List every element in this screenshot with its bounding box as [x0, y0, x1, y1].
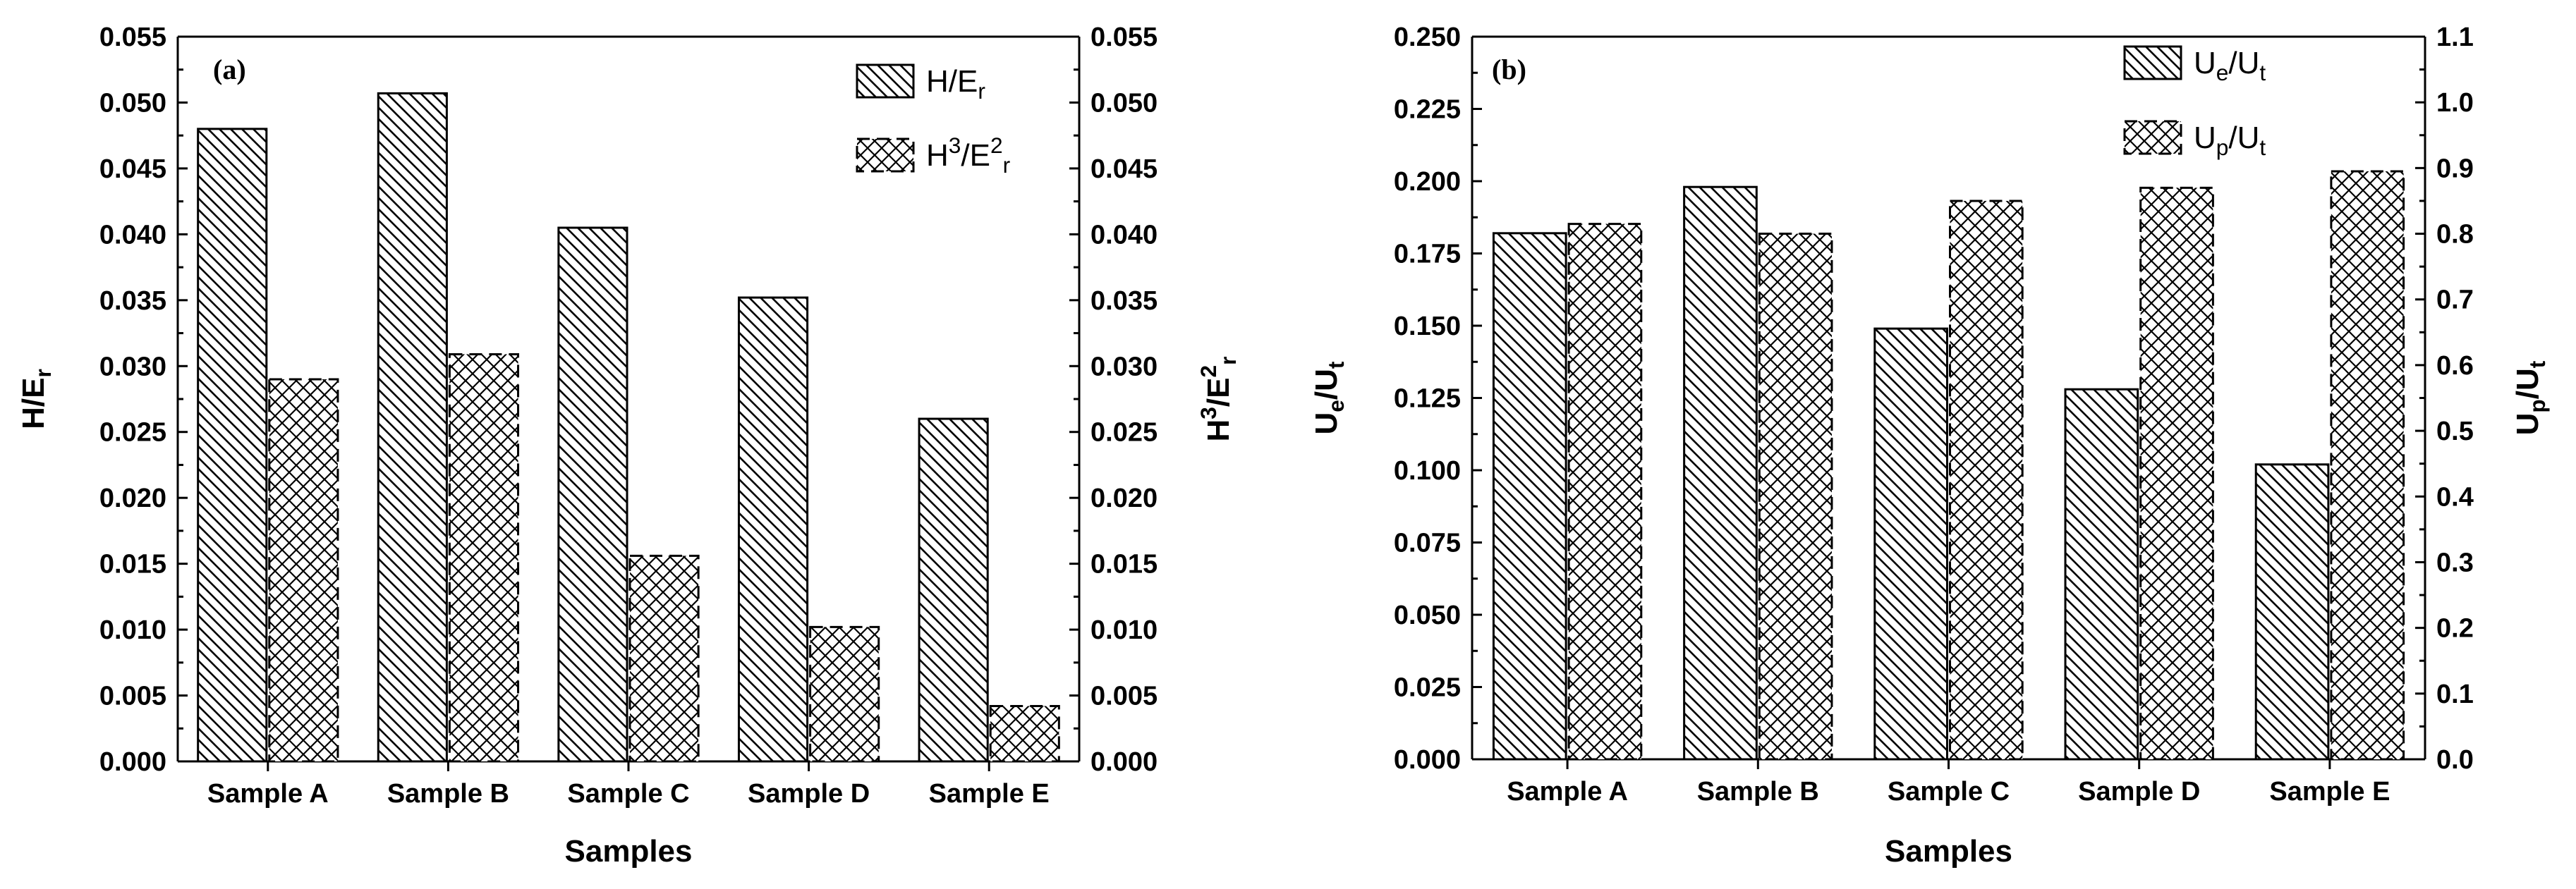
right-axis-title: H3/E2r: [1196, 357, 1241, 442]
right-tick-label: 0.040: [1090, 220, 1158, 250]
bar-series1-sample-d: [2064, 388, 2139, 761]
right-tick-label: 0.050: [1090, 88, 1158, 118]
left-tick-label: 0.150: [1394, 312, 1461, 341]
x-tick-label: Sample C: [1888, 777, 2010, 807]
bar-series2-sample-d: [809, 625, 880, 763]
bar-series1-sample-b: [377, 92, 448, 763]
x-tick-label: Sample C: [567, 779, 689, 809]
x-tick-label: Sample D: [2078, 777, 2200, 807]
right-tick-label: 0.5: [2436, 417, 2474, 446]
chart-panel-b: 0.000 0.025 0.050 0.075 0.100 0.125 0.150 0.175…: [1309, 23, 2550, 869]
right-axis-title: Up/Ut: [2510, 360, 2550, 435]
left-tick-label: 0.030: [99, 352, 166, 381]
left-tick-label: 0.035: [99, 286, 166, 316]
left-tick-label: 0.100: [1394, 456, 1461, 486]
left-tick-label: 0.075: [1394, 529, 1461, 558]
left-tick-label: 0.250: [1394, 23, 1461, 52]
left-tick-label: 0.025: [99, 418, 166, 448]
left-tick-label: 0.015: [99, 550, 166, 580]
right-tick-label: 0.015: [1090, 550, 1158, 580]
bar-series2-sample-b: [1758, 233, 1833, 761]
left-tick-label: 0.225: [1394, 95, 1461, 125]
left-tick-label: 0.055: [99, 23, 166, 52]
left-tick-label: 0.010: [99, 615, 166, 645]
x-tick-label: Sample A: [1507, 777, 1628, 807]
bar-series2-sample-b: [448, 352, 520, 763]
bar-series2-sample-c: [1949, 200, 2024, 761]
right-tick-label: 0.6: [2436, 351, 2474, 381]
bar-series1-sample-a: [1492, 232, 1567, 761]
left-tick-label: 0.005: [99, 682, 166, 711]
left-tick-label: 0.050: [1394, 601, 1461, 630]
chart-panel-a: 0.000 0.005 0.010 0.015 0.020 0.025 0.030 0.035…: [16, 23, 1241, 869]
legend-label-1: Ue/Ut: [2194, 46, 2266, 85]
right-tick-label: 0.7: [2436, 286, 2474, 315]
left-tick-label: 0.000: [99, 747, 166, 777]
right-tick-label: 0.045: [1090, 154, 1158, 184]
x-tick-label: Sample A: [207, 779, 329, 809]
legend-swatch-2: [2123, 120, 2182, 155]
x-tick-label: Sample B: [1697, 777, 1819, 807]
bar-series1-sample-c: [557, 226, 628, 763]
left-axis-title: Ue/Ut: [1309, 361, 1349, 434]
panel-label: (b): [1492, 54, 1526, 85]
legend-label-1: H/Er: [926, 64, 985, 104]
left-tick-label: 0.040: [99, 220, 166, 250]
panel-label: (a): [213, 54, 246, 85]
bar-series1-sample-b: [1683, 185, 1758, 761]
x-tick-label: Sample B: [387, 779, 509, 809]
left-tick-label: 0.020: [99, 484, 166, 513]
right-tick-label: 0.1: [2436, 680, 2474, 709]
right-tick-label: 0.035: [1090, 286, 1158, 316]
legend-swatch-1: [2123, 45, 2182, 80]
right-tick-label: 1.0: [2436, 88, 2474, 118]
right-tick-label: 0.4: [2436, 482, 2474, 512]
right-tick-label: 0.030: [1090, 352, 1158, 381]
bar-series2-sample-c: [628, 554, 700, 763]
right-tick-label: 0.020: [1090, 484, 1158, 513]
left-tick-label: 0.050: [99, 88, 166, 118]
left-tick-label: 0.125: [1394, 384, 1461, 414]
left-tick-label: 0.175: [1394, 240, 1461, 269]
x-axis-title: Samples: [565, 834, 693, 869]
bar-series1-sample-e: [918, 417, 989, 763]
left-axis-title: H/Er: [16, 369, 56, 429]
right-tick-label: 0.005: [1090, 682, 1158, 711]
bar-series1-sample-e: [2254, 463, 2330, 761]
bar-series2-sample-d: [2139, 186, 2214, 761]
bar-series2-sample-e: [2330, 170, 2405, 761]
bar-series2-sample-a: [268, 378, 339, 763]
x-tick-label: Sample E: [2269, 777, 2390, 807]
legend-swatch-2: [856, 137, 915, 173]
x-tick-label: Sample D: [748, 779, 870, 809]
bar-series1-sample-c: [1873, 327, 1948, 761]
legend-label-2: H3/E2r: [926, 133, 1011, 178]
right-tick-label: 1.1: [2436, 23, 2474, 52]
right-tick-label: 0.055: [1090, 23, 1158, 52]
right-tick-label: 0.0: [2436, 745, 2474, 775]
right-tick-label: 0.000: [1090, 747, 1158, 777]
left-tick-label: 0.045: [99, 154, 166, 184]
legend-label-2: Up/Ut: [2194, 121, 2266, 160]
x-tick-label: Sample E: [929, 779, 1050, 809]
bar-series2-sample-a: [1567, 223, 1643, 761]
left-tick-label: 0.000: [1394, 745, 1461, 775]
right-tick-label: 0.8: [2436, 220, 2474, 250]
right-tick-label: 0.3: [2436, 548, 2474, 577]
left-tick-label: 0.200: [1394, 167, 1461, 197]
legend-swatch-1: [856, 63, 915, 99]
left-tick-label: 0.025: [1394, 673, 1461, 703]
right-tick-label: 0.025: [1090, 418, 1158, 448]
bar-series1-sample-d: [737, 296, 809, 763]
x-axis-title: Samples: [1885, 834, 2012, 869]
right-tick-label: 0.2: [2436, 614, 2474, 644]
bar-series2-sample-e: [989, 704, 1060, 763]
right-tick-label: 0.9: [2436, 154, 2474, 183]
right-tick-label: 0.010: [1090, 615, 1158, 645]
bar-series1-sample-a: [197, 128, 268, 763]
